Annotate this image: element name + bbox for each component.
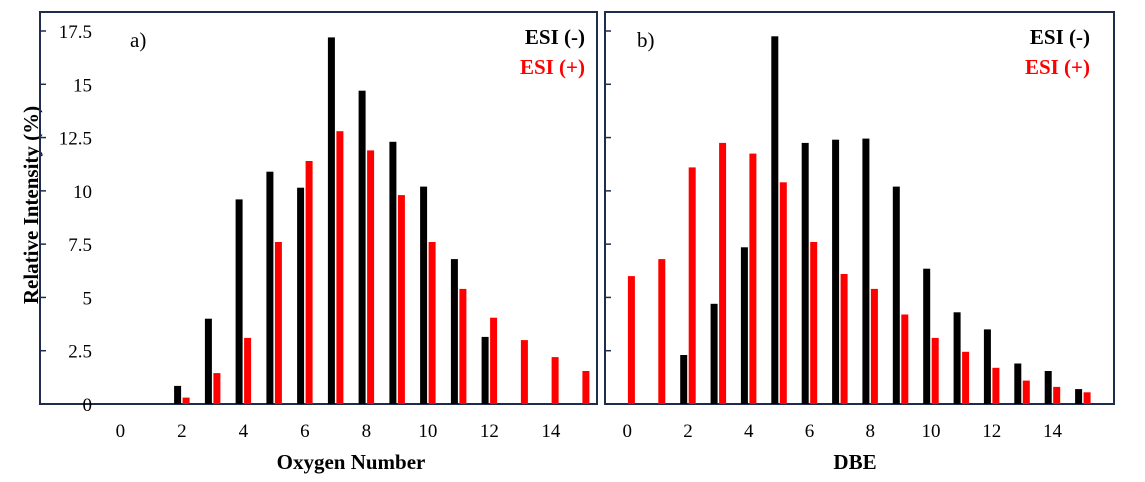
bar-esi-pos-5 — [274, 242, 282, 404]
bar-esi-pos-10 — [931, 337, 939, 404]
bar-esi-neg-10 — [923, 268, 931, 404]
bar-esi-pos-7 — [840, 274, 848, 404]
y-tick-label: 5 — [83, 288, 93, 309]
bar-esi-pos-14 — [551, 357, 559, 404]
chart-panel-a: 0 2.5 5 7.5 10 12.5 15 17.5 0 2 4 6 8 10 12 14 Oxygen Nu… — [39, 11, 598, 474]
bar-esi-pos-4 — [749, 153, 757, 404]
bar-esi-pos-9 — [901, 314, 909, 404]
bar-esi-pos-2 — [182, 397, 190, 404]
x-tick-label: 12 — [982, 421, 1001, 442]
bar-esi-neg-14 — [1044, 371, 1052, 404]
x-tick-label: 8 — [865, 421, 875, 442]
bar-esi-pos-6 — [810, 242, 818, 404]
y-tick-label: 7.5 — [68, 235, 92, 256]
bar-esi-neg-15 — [1075, 389, 1083, 404]
bar-esi-neg-4 — [235, 199, 243, 404]
bar-esi-neg-13 — [1014, 363, 1022, 404]
x-tick-label: 0 — [116, 421, 126, 442]
bar-esi-neg-8 — [358, 90, 366, 404]
bar-esi-pos-8 — [367, 150, 375, 404]
bar-esi-pos-9 — [397, 195, 405, 404]
bar-esi-neg-7 — [327, 37, 335, 405]
x-tick-label: 2 — [683, 421, 693, 442]
x-tick-label: 8 — [362, 421, 372, 442]
plot-frame — [39, 11, 598, 405]
bar-esi-neg-10 — [420, 186, 428, 404]
bar-esi-neg-5 — [266, 171, 274, 404]
panel-label: a) — [130, 28, 146, 52]
bar-esi-neg-12 — [481, 336, 489, 404]
bar-esi-neg-9 — [892, 186, 900, 404]
bar-esi-pos-4 — [244, 337, 252, 404]
bar-esi-pos-2 — [688, 167, 696, 404]
bar-esi-pos-7 — [336, 131, 344, 404]
bar-esi-neg-12 — [983, 329, 991, 404]
bar-esi-pos-13 — [520, 340, 528, 404]
bar-esi-pos-12 — [490, 317, 498, 404]
x-tick-label: 14 — [541, 421, 561, 442]
y-tick-label: 10 — [73, 182, 92, 203]
bar-esi-pos-15 — [1083, 392, 1091, 404]
bar-esi-neg-5 — [771, 36, 779, 405]
y-tick-label: 15 — [73, 75, 92, 96]
bar-esi-pos-12 — [992, 367, 1000, 404]
bar-esi-pos-10 — [428, 242, 436, 404]
x-axis-title: DBE — [833, 450, 876, 474]
y-tick-label: 12.5 — [59, 129, 92, 150]
bar-esi-pos-11 — [962, 351, 970, 404]
x-tick-label: 4 — [239, 421, 249, 442]
x-tick-label: 0 — [622, 421, 632, 442]
x-axis-title: Oxygen Number — [277, 450, 426, 474]
bar-esi-pos-14 — [1053, 386, 1061, 404]
panel-label: b) — [637, 28, 655, 52]
bar-esi-neg-6 — [801, 142, 809, 404]
bar-esi-pos-6 — [305, 161, 313, 404]
bar-esi-pos-5 — [779, 182, 787, 404]
bar-esi-neg-11 — [450, 259, 458, 404]
x-tick-label: 2 — [177, 421, 187, 442]
x-tick-label: 4 — [744, 421, 754, 442]
y-tick-label: 0 — [83, 395, 93, 416]
bar-esi-pos-11 — [459, 288, 467, 404]
x-tick-label: 14 — [1043, 421, 1063, 442]
bar-esi-pos-15 — [582, 371, 590, 404]
bar-esi-pos-3 — [213, 373, 221, 404]
bar-esi-neg-7 — [832, 139, 840, 404]
bar-esi-neg-9 — [389, 141, 397, 405]
legend-entry-esi-pos: ESI (+) — [1025, 55, 1090, 79]
y-tick-label: 17.5 — [59, 22, 92, 43]
x-tick-label: 10 — [921, 421, 940, 442]
legend-entry-esi-neg: ESI (-) — [1030, 25, 1090, 49]
bar-esi-neg-4 — [740, 247, 748, 404]
bar-esi-pos-1 — [658, 259, 666, 404]
bar-esi-pos-13 — [1022, 380, 1030, 404]
x-tick-label: 10 — [418, 421, 437, 442]
bar-esi-neg-3 — [710, 303, 718, 404]
bar-esi-neg-3 — [204, 318, 212, 404]
x-tick-label: 6 — [300, 421, 310, 442]
chart-panel-b: 0 2 4 6 8 10 12 14 DBE b) ESI (-) ESI (+) — [604, 11, 1115, 474]
bar-esi-neg-2 — [680, 355, 688, 404]
bar-esi-neg-6 — [297, 187, 305, 404]
bar-esi-pos-8 — [870, 288, 878, 404]
x-tick-label: 6 — [805, 421, 815, 442]
bar-esi-neg-11 — [953, 312, 961, 404]
x-tick-label: 12 — [480, 421, 499, 442]
bar-esi-pos-3 — [719, 142, 727, 404]
bar-esi-neg-2 — [174, 385, 182, 404]
y-tick-label: 2.5 — [68, 342, 92, 363]
legend-entry-esi-pos: ESI (+) — [520, 55, 585, 79]
bar-esi-neg-8 — [862, 138, 870, 404]
legend-entry-esi-neg: ESI (-) — [525, 25, 585, 49]
bar-esi-pos-0 — [627, 276, 635, 404]
